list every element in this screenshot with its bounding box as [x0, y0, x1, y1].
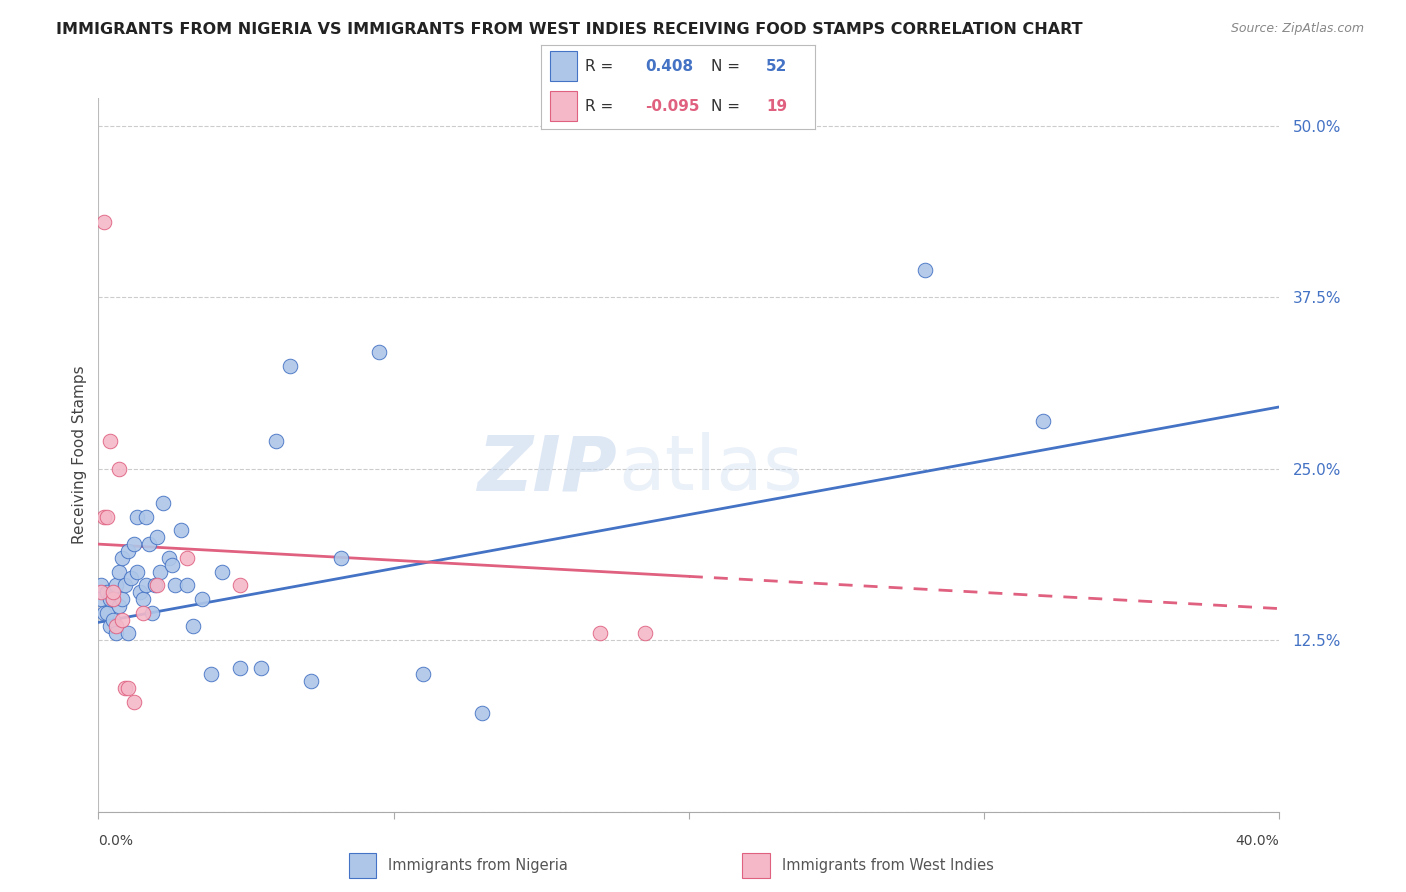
Point: [90, 585, 112, 599]
Point: [125, 565, 148, 579]
Point: [128, 585, 150, 599]
Point: [96, 509, 118, 524]
Bar: [550, 52, 576, 81]
Point: [176, 578, 198, 592]
Point: [1032, 414, 1054, 428]
Text: atlas: atlas: [619, 433, 803, 506]
Point: [471, 706, 494, 720]
Text: N =: N =: [711, 59, 745, 74]
Point: [181, 619, 204, 633]
Point: [90, 592, 112, 607]
Text: 0.408: 0.408: [645, 59, 693, 74]
Point: [589, 626, 612, 640]
Point: [108, 461, 131, 475]
Point: [191, 592, 214, 607]
Point: [111, 592, 134, 607]
Text: N =: N =: [711, 98, 745, 113]
Text: R =: R =: [585, 98, 619, 113]
Point: [125, 509, 148, 524]
Point: [157, 550, 180, 565]
Point: [103, 613, 125, 627]
Point: [108, 599, 131, 613]
Point: [412, 667, 434, 681]
Text: 40.0%: 40.0%: [1236, 834, 1279, 848]
Point: [96, 585, 118, 599]
Point: [132, 606, 155, 620]
Point: [170, 524, 193, 538]
Point: [143, 578, 166, 592]
Point: [914, 262, 936, 277]
Text: ZIP: ZIP: [478, 433, 619, 506]
Point: [165, 578, 187, 592]
Point: [120, 571, 142, 585]
Point: [122, 537, 145, 551]
Text: Immigrants from West Indies: Immigrants from West Indies: [782, 858, 994, 872]
Point: [149, 565, 172, 579]
Point: [103, 592, 125, 607]
Point: [176, 550, 198, 565]
Point: [299, 674, 322, 689]
Text: IMMIGRANTS FROM NIGERIA VS IMMIGRANTS FROM WEST INDIES RECEIVING FOOD STAMPS COR: IMMIGRANTS FROM NIGERIA VS IMMIGRANTS FR…: [56, 22, 1083, 37]
Point: [141, 606, 163, 620]
Point: [329, 550, 352, 565]
Y-axis label: Receiving Food Stamps: Receiving Food Stamps: [72, 366, 87, 544]
Point: [111, 550, 134, 565]
Text: 0.0%: 0.0%: [98, 834, 134, 848]
Point: [200, 667, 222, 681]
Point: [138, 537, 160, 551]
Point: [98, 434, 121, 449]
Point: [146, 530, 169, 544]
Point: [135, 509, 157, 524]
Text: 52: 52: [766, 59, 787, 74]
Point: [264, 434, 287, 449]
Point: [117, 626, 139, 640]
Text: R =: R =: [585, 59, 619, 74]
Bar: [742, 853, 770, 878]
Point: [105, 626, 128, 640]
Point: [96, 606, 118, 620]
Point: [122, 695, 145, 709]
Point: [114, 578, 136, 592]
Point: [111, 613, 134, 627]
Bar: [349, 853, 377, 878]
Point: [105, 619, 128, 633]
Text: Source: ZipAtlas.com: Source: ZipAtlas.com: [1230, 22, 1364, 36]
Point: [103, 592, 125, 607]
Point: [108, 565, 131, 579]
Point: [250, 660, 273, 674]
Point: [117, 544, 139, 558]
Point: [229, 660, 252, 674]
Point: [105, 578, 128, 592]
Point: [98, 592, 121, 607]
Point: [117, 681, 139, 696]
Text: Immigrants from Nigeria: Immigrants from Nigeria: [388, 858, 568, 872]
Text: -0.095: -0.095: [645, 98, 700, 113]
Point: [229, 578, 252, 592]
Point: [633, 626, 655, 640]
Point: [135, 578, 157, 592]
Point: [90, 578, 112, 592]
Point: [114, 681, 136, 696]
Bar: [550, 91, 576, 120]
Point: [93, 606, 115, 620]
Point: [93, 214, 115, 228]
Point: [93, 509, 115, 524]
Text: 19: 19: [766, 98, 787, 113]
Point: [98, 619, 121, 633]
Point: [132, 592, 155, 607]
Point: [152, 496, 174, 510]
Point: [211, 565, 233, 579]
Point: [368, 345, 391, 359]
Point: [162, 558, 183, 572]
Point: [103, 585, 125, 599]
Point: [146, 578, 169, 592]
Point: [278, 359, 302, 373]
